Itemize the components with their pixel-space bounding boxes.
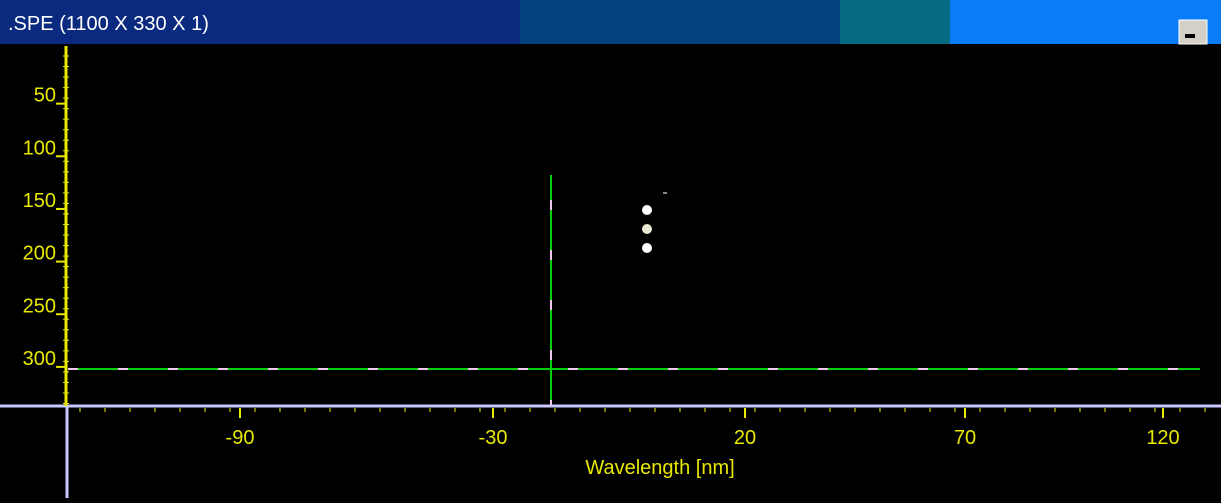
title-bar-segment bbox=[950, 0, 1165, 44]
spot bbox=[642, 205, 652, 215]
viewer-window: .SPE (1100 X 330 X 1) 50100150200250300 … bbox=[0, 0, 1221, 498]
x-tick-label: 120 bbox=[1146, 427, 1179, 449]
y-tick-label: 100 bbox=[23, 137, 56, 159]
spot bbox=[663, 192, 667, 194]
y-tick-label: 200 bbox=[23, 243, 56, 265]
title-bar-segment bbox=[520, 0, 840, 44]
spot bbox=[642, 224, 652, 234]
x-tick-label: -30 bbox=[479, 427, 508, 449]
x-axis-label: Wavelength [nm] bbox=[585, 457, 734, 479]
y-tick-label: 150 bbox=[23, 190, 56, 212]
y-tick-label: 300 bbox=[23, 348, 56, 370]
x-tick-label: 20 bbox=[734, 427, 756, 449]
minimize-button-face[interactable] bbox=[1179, 20, 1207, 44]
y-tick-label: 250 bbox=[23, 295, 56, 317]
minimize-button[interactable] bbox=[1179, 20, 1207, 44]
window-title: .SPE (1100 X 330 X 1) bbox=[8, 13, 209, 35]
title-bar: .SPE (1100 X 330 X 1) bbox=[0, 0, 1221, 44]
title-bar-segment bbox=[840, 0, 950, 44]
x-tick-label: 70 bbox=[954, 427, 976, 449]
y-tick-label: 50 bbox=[34, 85, 56, 107]
background bbox=[0, 0, 1221, 498]
spot bbox=[642, 243, 652, 253]
minimize-icon bbox=[1185, 34, 1195, 38]
x-tick-label: -90 bbox=[226, 427, 255, 449]
page: .SPE (1100 X 330 X 1) 50100150200250300 … bbox=[0, 0, 1221, 498]
